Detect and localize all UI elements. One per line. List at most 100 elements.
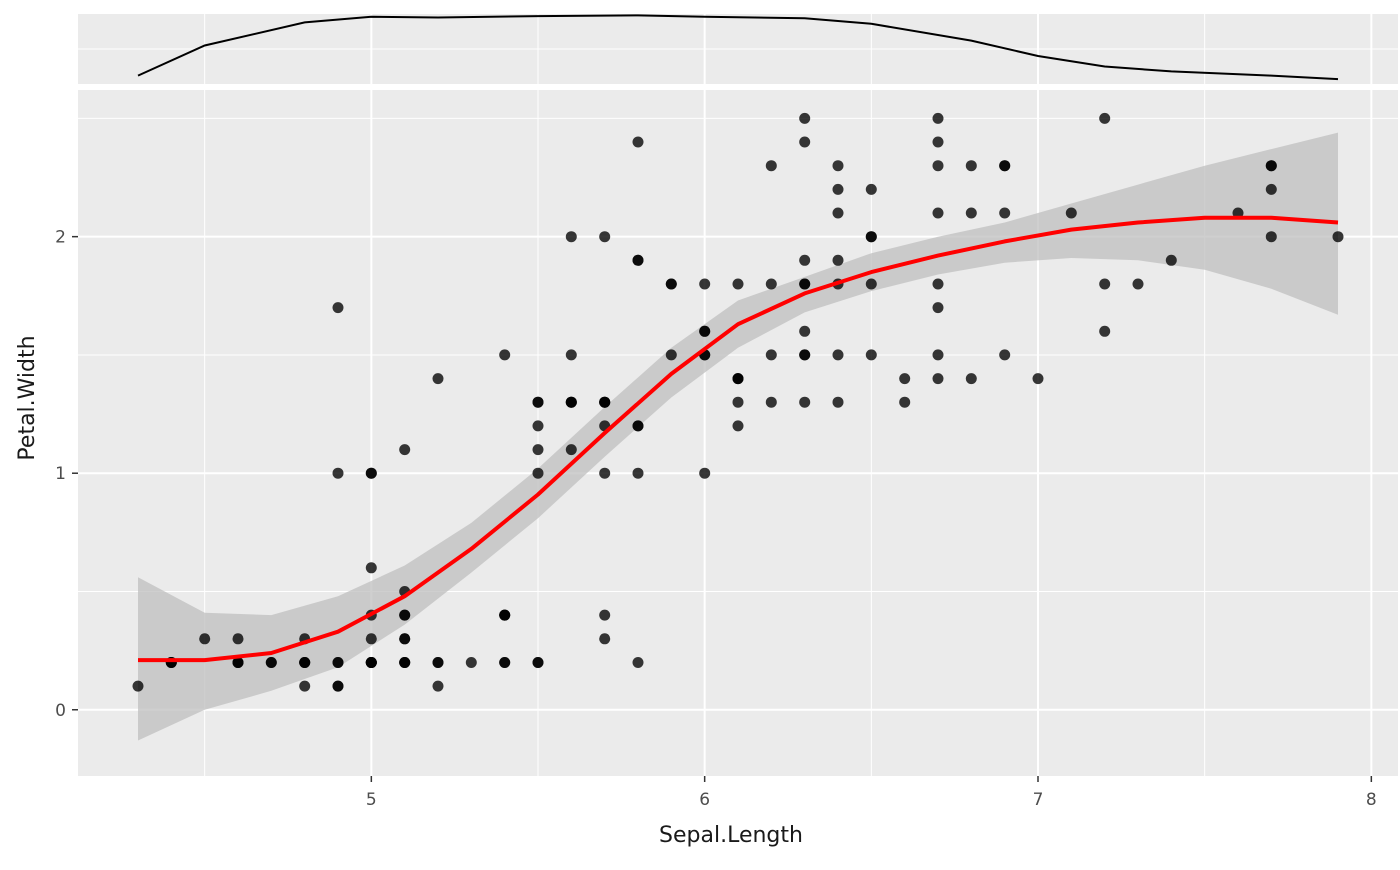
x-axis-title: Sepal.Length xyxy=(659,823,803,848)
data-point xyxy=(299,657,311,668)
data-point xyxy=(465,657,477,668)
data-point xyxy=(999,207,1011,219)
data-point xyxy=(965,160,977,172)
data-point xyxy=(399,657,411,668)
data-point xyxy=(965,207,977,219)
density-panel-grid xyxy=(78,14,1398,84)
data-point xyxy=(399,633,411,645)
data-point xyxy=(365,657,377,668)
data-point xyxy=(1099,325,1111,337)
data-point xyxy=(865,278,877,290)
data-point xyxy=(565,231,577,243)
data-point xyxy=(732,373,744,385)
x-tick-label: 7 xyxy=(1033,790,1044,810)
data-point xyxy=(299,680,311,692)
smooth-line xyxy=(138,215,1339,663)
data-point xyxy=(932,160,944,172)
data-point xyxy=(632,420,644,432)
data-point xyxy=(532,420,544,432)
data-point xyxy=(1132,278,1144,290)
data-point xyxy=(232,633,244,645)
data-point xyxy=(799,254,811,266)
data-point xyxy=(832,183,844,195)
data-point xyxy=(932,349,944,361)
data-point xyxy=(599,467,611,479)
data-point xyxy=(1332,231,1344,243)
data-point xyxy=(699,325,711,337)
data-point xyxy=(999,349,1011,361)
data-point xyxy=(665,349,677,361)
data-point xyxy=(832,349,844,361)
data-point xyxy=(565,349,577,361)
data-point xyxy=(599,231,611,243)
data-point xyxy=(832,396,844,408)
data-point xyxy=(799,396,811,408)
data-point xyxy=(932,278,944,290)
data-point xyxy=(765,160,777,172)
data-point xyxy=(532,444,544,456)
data-point xyxy=(399,609,411,621)
data-point xyxy=(1265,183,1277,195)
data-point xyxy=(832,254,844,266)
data-point xyxy=(632,254,644,266)
y-axis: 0 1 2 xyxy=(55,228,78,721)
data-point xyxy=(665,278,677,290)
data-point xyxy=(799,325,811,337)
data-point xyxy=(1165,254,1177,266)
data-point xyxy=(332,467,344,479)
data-point xyxy=(532,396,544,408)
data-point xyxy=(932,207,944,219)
data-point xyxy=(799,136,811,148)
y-axis-title: Petal.Width xyxy=(15,335,40,460)
data-point xyxy=(932,373,944,385)
data-point xyxy=(332,302,344,314)
data-point xyxy=(765,349,777,361)
data-point xyxy=(332,680,344,692)
data-point xyxy=(799,278,811,290)
data-point xyxy=(932,136,944,148)
data-point xyxy=(365,633,377,645)
data-point xyxy=(1032,373,1044,385)
data-point xyxy=(932,302,944,314)
y-tick-label: 1 xyxy=(55,464,66,484)
data-point xyxy=(632,136,644,148)
data-point xyxy=(532,467,544,479)
data-point xyxy=(732,278,744,290)
data-point xyxy=(832,207,844,219)
main-panel-grid xyxy=(78,90,1398,776)
data-point xyxy=(365,467,377,479)
data-point xyxy=(799,112,811,124)
data-point xyxy=(865,183,877,195)
data-point xyxy=(699,467,711,479)
data-point xyxy=(432,373,444,385)
data-point xyxy=(599,396,611,408)
data-point xyxy=(699,278,711,290)
data-point xyxy=(732,420,744,432)
data-point xyxy=(865,231,877,243)
data-point xyxy=(1065,207,1077,219)
x-tick-label: 6 xyxy=(699,790,710,810)
data-point xyxy=(1265,160,1277,172)
x-tick-label: 8 xyxy=(1366,790,1377,810)
data-point xyxy=(1099,278,1111,290)
data-point xyxy=(765,396,777,408)
data-point xyxy=(832,160,844,172)
data-point xyxy=(399,444,411,456)
scatter-points xyxy=(132,112,1344,692)
data-point xyxy=(632,657,644,668)
data-point xyxy=(599,609,611,621)
data-point xyxy=(199,633,211,645)
y-tick-label: 0 xyxy=(55,701,66,721)
marginal-density-line xyxy=(137,14,1339,81)
data-point xyxy=(332,657,344,668)
data-point xyxy=(265,657,277,668)
data-point xyxy=(732,396,744,408)
data-point xyxy=(532,657,544,668)
data-point xyxy=(499,657,511,668)
confidence-band xyxy=(138,132,1338,741)
data-point xyxy=(565,396,577,408)
data-point xyxy=(1099,112,1111,124)
data-point xyxy=(365,562,377,574)
data-point xyxy=(899,396,911,408)
